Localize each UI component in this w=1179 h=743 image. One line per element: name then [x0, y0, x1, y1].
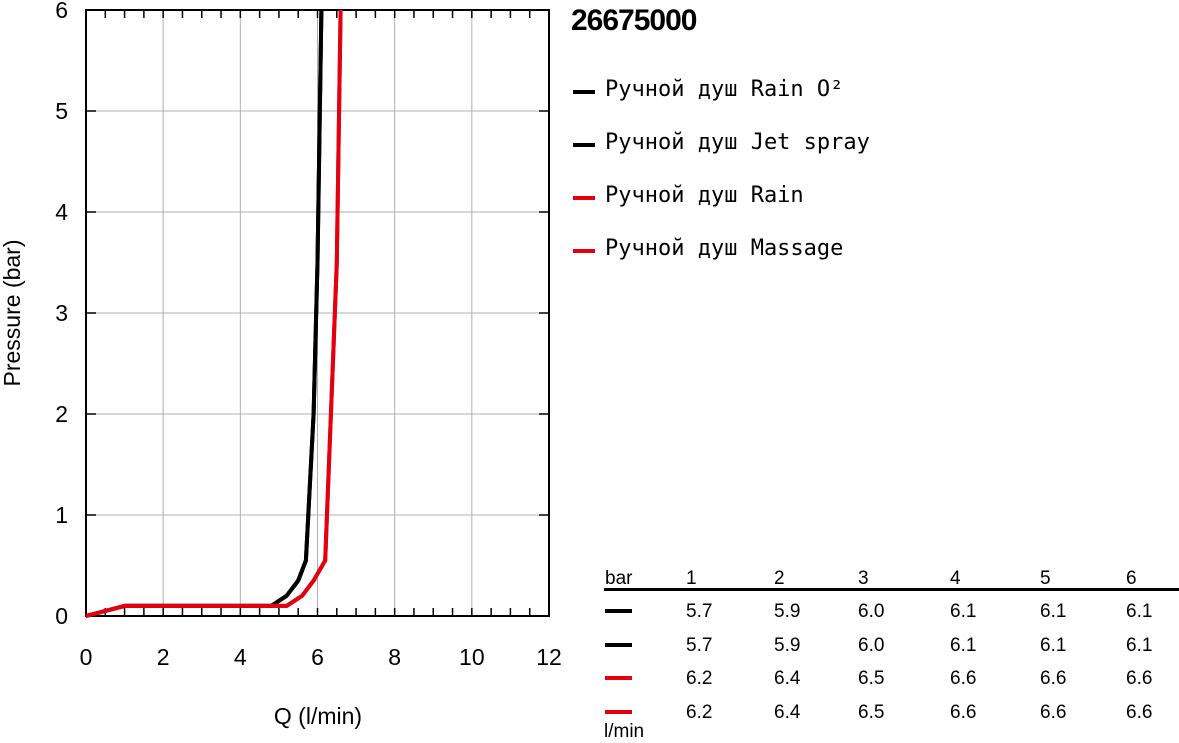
table-cell: 6.4 — [774, 701, 801, 723]
x-tick-label: 0 — [80, 644, 93, 670]
y-axis-label: Pressure (bar) — [0, 240, 25, 387]
table-cell: 6.6 — [1040, 701, 1067, 723]
x-tick-label: 8 — [388, 644, 401, 670]
legend-item: Ручной душ Rain O² — [571, 74, 1171, 110]
table-cell: 6.1 — [1126, 634, 1153, 656]
table-cell: 6.4 — [774, 668, 801, 689]
legend-item: Ручной душ Rain — [571, 180, 1171, 216]
table-header-bar-label: bar — [605, 568, 633, 589]
x-tick-label: 10 — [459, 644, 485, 670]
table-cell: 5.7 — [686, 634, 713, 656]
table-cell: 6.1 — [1040, 601, 1067, 622]
table-cell: 5.7 — [686, 601, 713, 622]
x-tick-label: 6 — [311, 644, 324, 670]
table-cell: 5.9 — [774, 634, 801, 656]
table-cell: 6.6 — [1126, 668, 1153, 689]
table-cell: 6.0 — [858, 601, 885, 622]
x-tick-label: 2 — [157, 644, 170, 670]
y-tick-label: 3 — [55, 300, 68, 326]
table-cell: 6.6 — [1126, 701, 1153, 723]
table-column-header: 5 — [1040, 568, 1051, 589]
y-tick-label: 4 — [55, 199, 68, 225]
table-cell: 6.6 — [1040, 668, 1067, 689]
x-tick-label: 12 — [536, 644, 562, 670]
y-tick-label: 6 — [55, 0, 68, 23]
x-tick-label: 4 — [234, 644, 247, 670]
y-tick-label: 5 — [55, 98, 68, 124]
series-line-4 — [85, 9, 343, 618]
legend-label: Ручной душ Rain O² — [605, 77, 844, 102]
legend-swatch — [573, 249, 595, 253]
table-cell: 6.6 — [950, 668, 977, 689]
legend-label: Ручной душ Massage — [605, 236, 844, 261]
table-cell: 6.1 — [1040, 634, 1067, 656]
legend-swatch — [573, 90, 595, 94]
chart-title: 26675000 — [571, 4, 697, 37]
table-cell: 6.0 — [858, 634, 885, 656]
table-column-header: 2 — [774, 568, 785, 589]
table-cell: 6.1 — [950, 634, 977, 656]
table-header-rule — [604, 588, 1179, 591]
legend-label: Ручной душ Jet spray — [605, 130, 870, 155]
table-cell: 5.9 — [774, 601, 801, 622]
x-axis-label: Q (l/min) — [274, 703, 362, 729]
y-tick-label: 0 — [55, 603, 68, 629]
table-cell: 6.6 — [950, 701, 977, 723]
y-tick-label: 1 — [55, 502, 68, 528]
table-cell: 6.5 — [858, 701, 885, 723]
table-cell: 6.1 — [1126, 601, 1153, 622]
table-column-header: 3 — [858, 568, 869, 589]
legend-item: Ручной душ Jet spray — [571, 127, 1171, 163]
table-cell: 6.2 — [686, 701, 713, 723]
table-row-swatch — [605, 642, 632, 647]
table-unit-label: l/min — [604, 721, 645, 742]
table-cell: 6.5 — [858, 668, 885, 689]
legend-item: Ручной душ Massage — [571, 233, 1171, 269]
table-row-swatch — [605, 609, 632, 613]
legend-swatch — [573, 196, 595, 200]
y-tick-label: 2 — [55, 401, 68, 427]
flow-rate-table: bar l/min 1 2 3 4 5 6 5.7 5.9 6.0 6.1 6.1 6.1 5.7 5.9… — [604, 566, 1179, 742]
table-column-header: 4 — [950, 568, 961, 589]
table-column-header: 1 — [686, 568, 697, 589]
table-cell: 6.2 — [686, 668, 713, 689]
legend-label: Ручной душ Rain — [605, 183, 804, 208]
table-row-swatch — [605, 676, 632, 680]
plot-frame — [85, 9, 550, 617]
table-row-swatch — [605, 709, 632, 714]
table-cell: 6.1 — [950, 601, 977, 622]
table-column-header: 6 — [1126, 568, 1137, 589]
legend-swatch — [573, 143, 595, 147]
